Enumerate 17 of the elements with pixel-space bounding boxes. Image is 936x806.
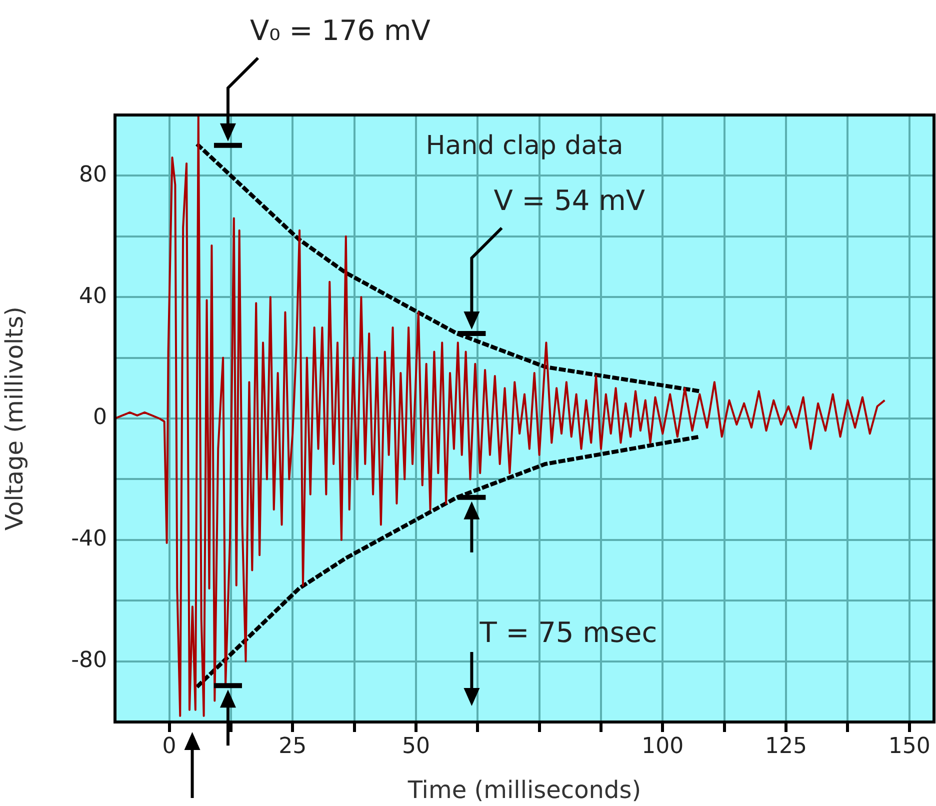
y-tick-label: -80 bbox=[71, 648, 107, 674]
y-tick-label: 0 bbox=[93, 405, 107, 430]
annotation: V = 54 mV bbox=[494, 184, 646, 217]
annotation: T = 75 msec bbox=[478, 616, 658, 649]
x-tick-label: 100 bbox=[642, 734, 684, 759]
y-tick-label: 80 bbox=[79, 162, 107, 188]
x-tick-label: 50 bbox=[402, 734, 430, 759]
x-tick-label: 25 bbox=[278, 734, 307, 759]
x-tick-label: 150 bbox=[888, 734, 930, 759]
text: Hand clap data bbox=[426, 130, 624, 161]
y-axis-title: Voltage (millivolts) bbox=[0, 306, 29, 530]
y-tick-label: 40 bbox=[79, 284, 107, 309]
x-tick-label: 125 bbox=[764, 734, 807, 759]
x-axis-title: Time (milliseconds) bbox=[406, 776, 642, 804]
text: V₀ = 176 mV bbox=[250, 14, 430, 47]
x-tick-label: 0 bbox=[162, 734, 176, 759]
y-tick-label: -40 bbox=[71, 526, 107, 552]
